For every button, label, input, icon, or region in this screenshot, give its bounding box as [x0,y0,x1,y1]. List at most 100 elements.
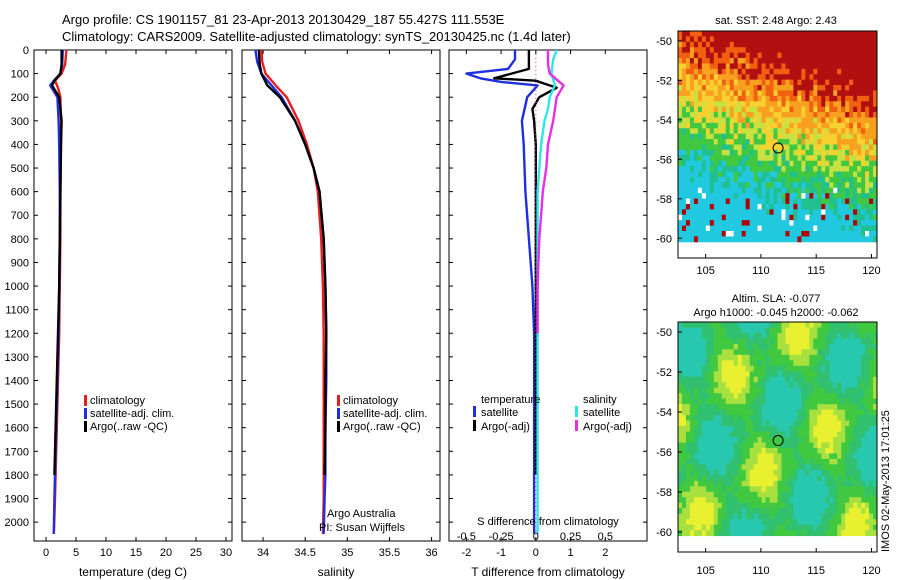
map-cell [725,475,731,482]
map-cell [853,171,858,178]
map-cell [757,209,763,216]
map-cell [733,447,739,454]
map-cell [813,214,818,221]
map-cell [797,85,802,91]
map-cell [785,187,790,194]
map-cell [737,139,743,145]
map-cell [837,41,842,48]
map-cell [777,198,782,205]
map-cell [841,149,846,156]
map-cell [713,90,719,97]
map-cell [873,63,878,70]
map-cell [678,90,683,97]
map-cell [733,203,739,210]
map-cell [781,343,786,350]
map-cell [753,36,759,43]
map-cell [745,530,751,537]
map-cell [741,513,747,520]
map-cell [789,225,794,232]
annotation-argo-australia: Argo Australia [327,508,396,520]
series-line-argo_salinity [536,50,565,334]
map-cell [817,112,822,118]
map-cell [745,198,751,205]
map-cell [821,426,826,433]
map-cell [681,101,687,108]
map-cell [837,198,842,205]
map-cell [681,437,687,443]
map-cell [849,431,854,438]
map-cell [829,513,834,520]
map-cell [825,225,830,232]
map-cell [777,530,782,537]
map-cell [753,409,759,416]
map-cell [773,193,778,200]
map-cell [853,122,858,129]
map-cell [769,343,775,350]
map-cell [769,85,775,91]
map-cell [861,437,866,443]
map-cell [773,166,778,173]
map-cell [769,475,775,482]
map-cell [749,160,755,167]
map-cell [729,458,735,465]
map-cell [789,530,794,537]
map-cell [857,198,862,205]
map-cell [793,458,798,465]
map-cell [837,415,842,422]
map-cell [705,198,711,205]
map-cell [697,354,703,361]
map-cell [841,447,846,454]
map-cell [745,101,751,108]
map-cell [685,398,691,405]
map-cell [693,187,699,194]
map-cell [865,513,870,520]
map-cell [733,398,739,405]
map-cell [761,458,767,465]
map-cell [701,365,707,372]
map-cell [833,68,838,75]
map-cell [757,426,763,433]
map-cell [765,171,771,178]
map-cell [697,387,703,394]
map-cell [797,415,802,422]
lon-tick-label: 110 [752,265,770,277]
map-cell [865,149,870,156]
map-cell [701,85,707,91]
map-cell [813,513,818,520]
map-cell [825,198,830,205]
map-cell [801,182,806,189]
map-cell [757,415,763,422]
map-cell [689,106,695,113]
map-cell [693,74,699,81]
map-cell [769,47,775,54]
map-cell [733,458,739,465]
map-cell [825,187,830,194]
map-cell [837,453,842,460]
map-cell [713,117,719,124]
map-cell [865,63,870,70]
map-cell [689,166,695,173]
map-cell [785,524,790,531]
map-cell [857,230,862,237]
map-cell [789,426,794,433]
map-cell [853,236,858,243]
map-cell [869,349,874,356]
map-cell [825,79,830,86]
map-cell [741,332,747,339]
map-cell [805,101,810,108]
map-cell [805,404,810,411]
map-cell [821,36,826,43]
map-cell [678,343,683,350]
map-cell [685,90,691,97]
map-cell [809,220,814,227]
map-cell [813,149,818,156]
map-cell [797,431,802,438]
map-cell [757,160,763,167]
map-cell [717,106,723,113]
map-cell [793,128,798,135]
map-cell [845,415,850,422]
map-cell [705,95,711,102]
map-cell [761,144,767,151]
map-cell [745,58,751,64]
map-cell [697,68,703,75]
